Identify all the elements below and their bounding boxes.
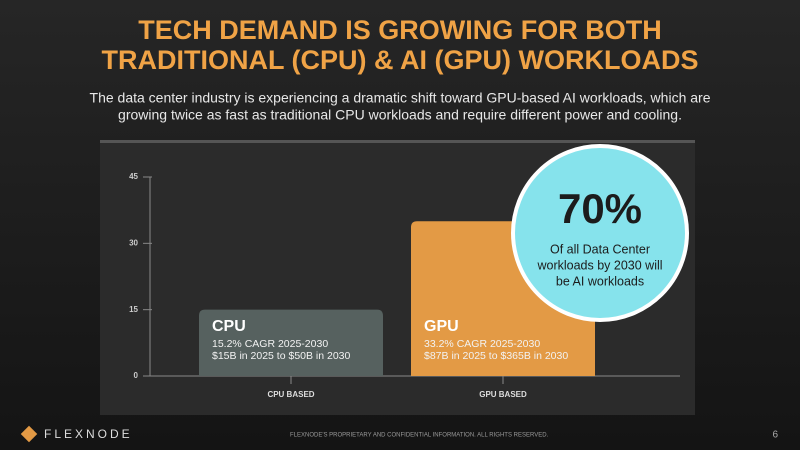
bar-label-line: $87B in 2025 to $365B in 2030: [424, 350, 568, 362]
bar: [199, 309, 383, 376]
bar-label-line: $15B in 2025 to $50B in 2030: [212, 350, 351, 362]
bar-label-name: GPU: [424, 318, 459, 335]
bar-label-line: 33.2% CAGR 2025-2030: [424, 338, 540, 350]
panel-top: [100, 140, 695, 143]
callout-line: workloads by 2030 will: [536, 258, 662, 272]
y-tick-label: 15: [129, 305, 138, 314]
bar-label-line: 15.2% CAGR 2025-2030: [212, 338, 328, 350]
callout-headline: 70%: [558, 185, 642, 232]
notice: FLEXNODE'S PROPRIETARY AND CONFIDENTIAL …: [290, 433, 549, 439]
brand: FLEXNODE: [44, 427, 133, 441]
y-tick-label: 30: [129, 238, 138, 247]
page-number: 6: [772, 430, 778, 441]
bar-label-name: CPU: [212, 318, 246, 335]
subtitle-line: growing twice as fast as traditional CPU…: [118, 107, 682, 123]
callout-circle: [511, 144, 689, 322]
title-line: TRADITIONAL (CPU) & AI (GPU) WORKLOADS: [102, 45, 699, 75]
logo: [20, 425, 38, 443]
callout-line: Of all Data Center: [550, 242, 650, 256]
subtitle-line: The data center industry is experiencing…: [90, 90, 711, 106]
x-tick-label: GPU BASED: [479, 390, 527, 399]
y-tick-label: 0: [134, 371, 139, 380]
y-tick-label: 45: [129, 172, 138, 181]
title-line: TECH DEMAND IS GROWING FOR BOTH: [138, 15, 661, 45]
x-tick-label: CPU BASED: [267, 390, 314, 399]
callout-line: be AI workloads: [556, 274, 644, 288]
